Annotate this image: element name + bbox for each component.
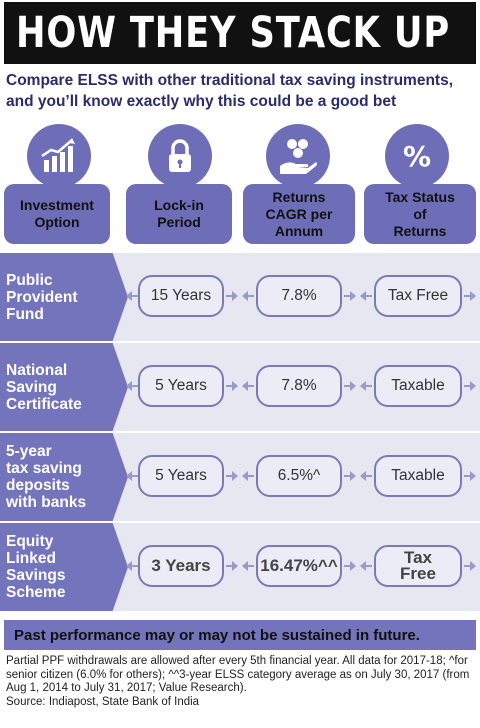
row-label: Public Provident Fund <box>6 271 78 323</box>
tax-status-cell: Taxable <box>374 365 462 407</box>
header-returns: Returns CAGR per Annum <box>243 184 355 244</box>
row-label: National Saving Certificate <box>6 361 82 413</box>
lockin-cell: 3 Years <box>138 545 224 587</box>
header-investment-option: Investment Option <box>4 184 110 244</box>
disclaimer-text: Past performance may or may not be susta… <box>14 626 420 644</box>
lockin-cell: 5 Years <box>138 455 224 497</box>
disclaimer-bar: Past performance may or may not be susta… <box>4 620 476 650</box>
row-label-arrow <box>0 523 128 611</box>
row-label-arrow <box>0 433 128 521</box>
returns-cell: 7.8% <box>256 275 342 317</box>
title-bar: HOW THEY STACK UP <box>4 2 476 64</box>
subtitle: Compare ELSS with other traditional tax … <box>6 72 453 110</box>
table-row-elss: Equity Linked Savings Scheme 3 Years 16.… <box>0 523 480 611</box>
returns-cell: 6.5%^ <box>256 455 342 497</box>
row-label-arrow <box>0 253 128 341</box>
footnote-text: Partial PPF withdrawals are allowed afte… <box>6 655 470 695</box>
tax-status-cell: Tax Free <box>374 275 462 317</box>
lock-icon <box>148 124 212 188</box>
returns-cell: 16.47%^^ <box>256 545 342 587</box>
row-label: 5-year tax saving deposits with banks <box>6 443 87 511</box>
lockin-cell: 15 Years <box>138 275 224 317</box>
page-title: HOW THEY STACK UP <box>16 8 450 58</box>
tax-status-cell: Tax Free <box>374 545 462 587</box>
header-lock-in-period: Lock-in Period <box>126 184 232 244</box>
growth-chart-icon <box>27 124 91 188</box>
row-label: Equity Linked Savings Scheme <box>6 533 66 601</box>
row-label-arrow <box>0 343 128 431</box>
source-text: Source: Indiapost, State Bank of India <box>6 695 200 708</box>
table-row-nsc: National Saving Certificate 5 Years 7.8%… <box>0 343 480 431</box>
tax-status-cell: Taxable <box>374 455 462 497</box>
table-row-bank-deposits: 5-year tax saving deposits with banks 5 … <box>0 433 480 521</box>
table-row-ppf: Public Provident Fund 15 Years 7.8% Tax … <box>0 253 480 341</box>
percent-icon: % <box>385 124 449 188</box>
footnotes: Partial PPF withdrawals are allowed afte… <box>6 655 476 709</box>
returns-cell: 7.8% <box>256 365 342 407</box>
svg-text:%: % <box>403 140 431 173</box>
money-hand-icon <box>266 124 330 188</box>
header-tax-status: Tax Status of Returns <box>364 184 476 244</box>
lockin-cell: 5 Years <box>138 365 224 407</box>
